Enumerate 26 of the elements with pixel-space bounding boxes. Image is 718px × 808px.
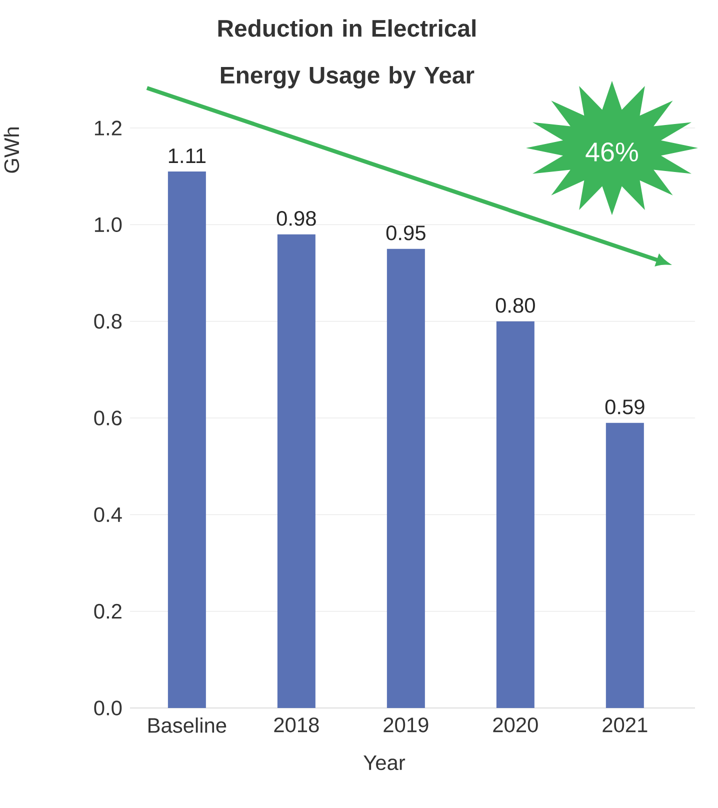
bar [386,248,425,708]
y-tick-label: 0.6 [94,410,122,426]
annotation: 46% [586,142,638,162]
x-tick-label: 2018 [274,718,319,732]
y-tick-label: 1.0 [94,217,122,232]
data-label: 0.98 [276,210,316,226]
chart-title: Reduction in Electrical Energy Usage by Year [218,19,476,88]
data-label: 0.59 [605,399,644,414]
bar [496,321,534,708]
bar [277,234,316,708]
y-tick-label: 0.2 [94,604,122,619]
y-tick-label: 0.4 [94,507,122,522]
y-tick-label: 0.0 [94,700,122,716]
data-label: 0.80 [496,298,535,313]
x-tick-label: 2019 [384,718,428,732]
x-tick-label: Baseline [148,718,226,733]
bar [168,171,206,708]
x-tick-label: 2020 [493,718,538,732]
data-label: 1.11 [168,148,206,163]
y-axis-title: GWh [4,128,20,173]
x-axis-title: Year [364,756,406,770]
y-tick-label: 1.2 [94,120,122,136]
x-tick-label: 2021 [602,718,648,732]
data-label: 0.95 [386,225,426,240]
bar [606,422,644,708]
y-tick-label: 0.8 [94,314,122,329]
